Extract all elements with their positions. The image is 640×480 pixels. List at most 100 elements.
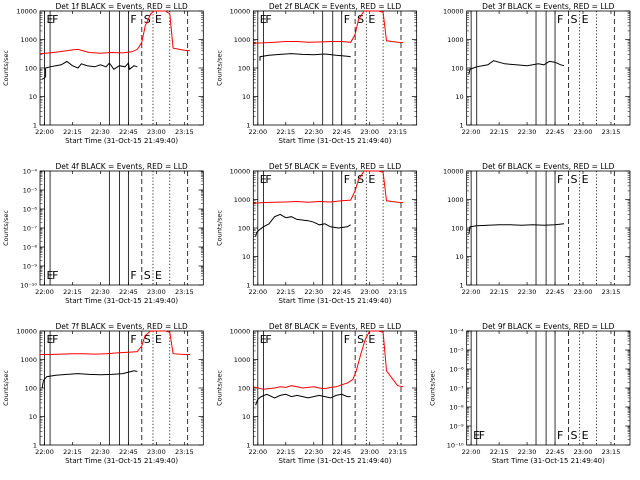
series-events-black xyxy=(468,223,565,235)
y-tick-label: 1000 xyxy=(234,356,251,364)
x-axis-label: Start Time (31-Oct-15 21:49:40) xyxy=(65,457,178,465)
plot-frame xyxy=(39,330,204,446)
series-events-black xyxy=(259,53,351,61)
plot-frame xyxy=(252,330,418,446)
x-tick-label: 22:15 xyxy=(490,128,509,136)
x-tick-label: 23:00 xyxy=(574,288,593,296)
plot-frame xyxy=(466,330,631,446)
y-tick-label: 10000 xyxy=(230,328,251,336)
x-axis-label: Start Time (31-Oct-15 21:49:40) xyxy=(65,137,178,145)
series-events-black xyxy=(468,60,565,75)
y-tick-label: 10⁻⁶ xyxy=(23,206,38,214)
x-tick-label: 22:45 xyxy=(546,128,565,136)
x-tick-label: 23:00 xyxy=(147,288,166,296)
event-marker-label: F xyxy=(265,333,271,346)
series-events-black xyxy=(41,60,138,80)
y-tick-label: 100 xyxy=(25,65,37,73)
series-events-black xyxy=(255,213,351,237)
y-tick-label: 10000 xyxy=(16,8,37,16)
x-tick-label: 22:15 xyxy=(276,128,295,136)
x-tick-label: 23:00 xyxy=(574,448,593,456)
x-tick-label: 23:00 xyxy=(574,128,593,136)
x-tick-label: 22:45 xyxy=(119,128,138,136)
event-marker-label: F xyxy=(557,173,563,186)
x-tick-label: 22:15 xyxy=(63,128,82,136)
y-tick-label: 10 xyxy=(29,93,37,101)
event-marker-label: F xyxy=(479,429,485,442)
x-tick-label: 23:15 xyxy=(388,128,407,136)
x-tick-label: 22:30 xyxy=(91,448,110,456)
panel-det-9: Det 9f BLACK = Events, RED = LLD 22:00 22:… xyxy=(429,322,631,465)
x-tick-label: 22:45 xyxy=(332,288,351,296)
x-tick-label: 22:45 xyxy=(119,288,138,296)
event-marker-label: E xyxy=(368,333,375,346)
event-marker-label: E xyxy=(155,333,162,346)
panel-det-6: Det 6f BLACK = Events, RED = LLD 22:00 22:… xyxy=(443,162,631,296)
y-tick-label: 10⁻⁹ xyxy=(449,423,464,431)
panel-det-7: Det 7f BLACK = Events, RED = LLD 22:00 22:… xyxy=(2,322,204,465)
event-marker-label: E xyxy=(368,13,375,26)
plot-frame xyxy=(39,10,204,126)
event-marker-label: S xyxy=(570,429,577,442)
y-tick-label: 100 xyxy=(451,225,463,233)
x-tick-label: 22:00 xyxy=(248,128,267,136)
event-marker-label: S xyxy=(357,333,364,346)
event-marker-label: F xyxy=(344,173,350,186)
y-tick-label: 10⁻⁴ xyxy=(23,168,38,176)
event-marker-label: E xyxy=(155,269,162,282)
y-axis-label: Counts/sec xyxy=(2,370,10,406)
event-marker-label: S xyxy=(570,13,577,26)
y-tick-label: 1000 xyxy=(234,36,251,44)
x-tick-label: 22:15 xyxy=(63,448,82,456)
x-tick-label: 22:15 xyxy=(63,288,82,296)
y-tick-label: 10⁻⁸ xyxy=(23,244,38,252)
x-tick-label: 23:15 xyxy=(388,288,407,296)
x-tick-label: 22:45 xyxy=(332,448,351,456)
x-tick-label: 22:45 xyxy=(332,128,351,136)
x-axis-label: Start Time (31-Oct-15 21:49:40) xyxy=(279,137,392,145)
y-tick-label: 10 xyxy=(29,413,37,421)
y-tick-label: 10⁻⁷ xyxy=(449,385,464,393)
series-lld-red xyxy=(253,10,404,44)
x-tick-label: 23:15 xyxy=(388,448,407,456)
event-marker-label: F xyxy=(344,333,350,346)
y-tick-label: 10⁻⁵ xyxy=(23,187,38,195)
chart-title: Det 7f BLACK = Events, RED = LLD xyxy=(56,322,189,331)
panel-det-5: Det 5f BLACK = Events, RED = LLD 22:00 22:… xyxy=(215,162,418,305)
y-tick-label: 10 xyxy=(242,253,250,261)
chart-title: Det 9f BLACK = Events, RED = LLD xyxy=(482,322,615,331)
panel-det-1: Det 1f BLACK = Events, RED = LLD 22:00 22:… xyxy=(2,2,204,145)
event-marker-label: E xyxy=(582,429,589,442)
y-axis-label: Counts/sec xyxy=(215,210,223,246)
x-tick-label: 22:15 xyxy=(490,448,509,456)
y-tick-label: 1 xyxy=(460,122,464,130)
y-axis-label: Counts/sec xyxy=(429,370,437,406)
chart-title: Det 8f BLACK = Events, RED = LLD xyxy=(269,322,402,331)
x-tick-label: 23:00 xyxy=(147,128,166,136)
series-lld-red xyxy=(39,10,190,55)
x-tick-label: 22:30 xyxy=(304,288,323,296)
y-tick-label: 100 xyxy=(238,385,250,393)
event-marker-label: E xyxy=(368,173,375,186)
x-tick-label: 22:00 xyxy=(35,288,54,296)
x-tick-label: 22:00 xyxy=(35,448,54,456)
x-tick-label: 22:45 xyxy=(119,448,138,456)
panel-det-3: Det 3f BLACK = Events, RED = LLD 22:00 22:… xyxy=(443,2,631,136)
event-marker-label: F xyxy=(265,173,271,186)
x-tick-label: 23:00 xyxy=(360,448,379,456)
plot-frame xyxy=(466,170,631,286)
x-tick-label: 22:30 xyxy=(518,448,537,456)
x-tick-label: 22:15 xyxy=(276,288,295,296)
event-marker-label: E xyxy=(582,13,589,26)
x-tick-label: 23:15 xyxy=(175,448,194,456)
y-tick-label: 10⁻⁶ xyxy=(449,366,464,374)
chart-title: Det 4f BLACK = Events, RED = LLD xyxy=(56,162,189,171)
y-tick-label: 100 xyxy=(25,385,37,393)
y-tick-label: 1000 xyxy=(234,196,251,204)
y-tick-label: 100 xyxy=(238,225,250,233)
x-tick-label: 23:15 xyxy=(602,128,621,136)
chart-title: Det 6f BLACK = Events, RED = LLD xyxy=(482,162,615,171)
y-tick-label: 10000 xyxy=(230,8,251,16)
y-axis-label: Counts/sec xyxy=(2,210,10,246)
